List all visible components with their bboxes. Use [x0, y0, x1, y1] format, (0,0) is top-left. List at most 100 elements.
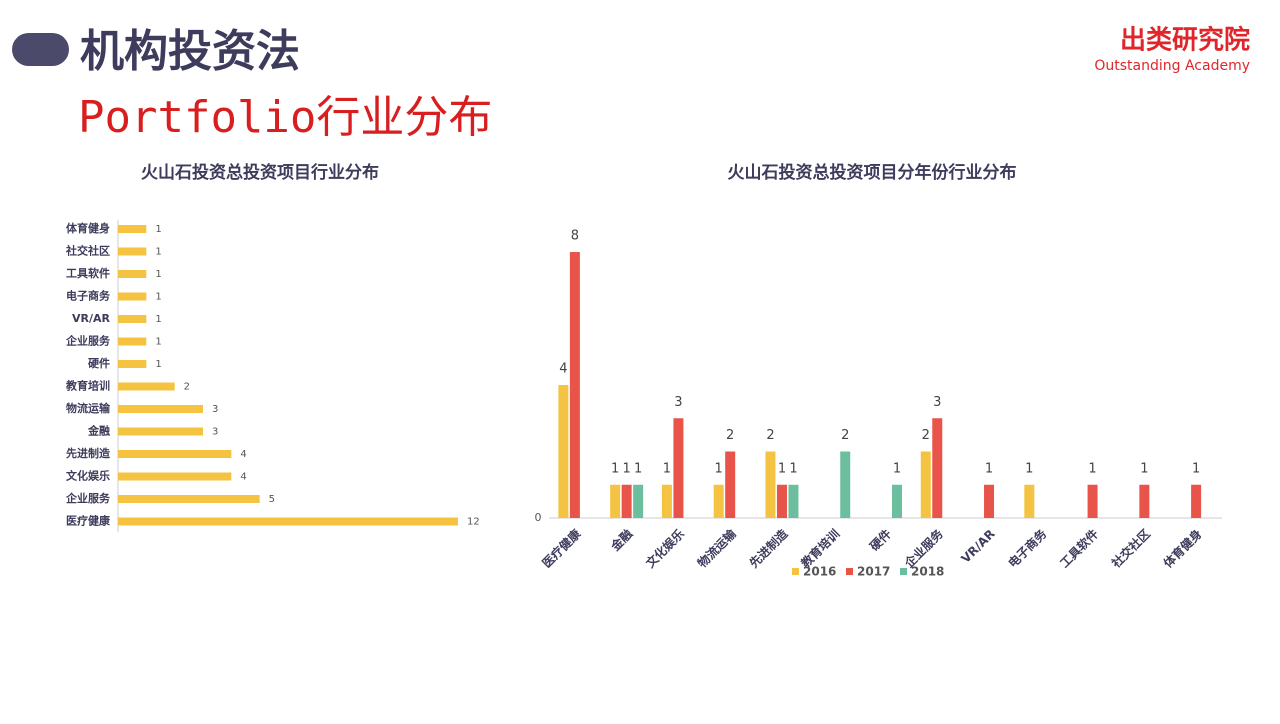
logo-en: Outstanding Academy [1094, 58, 1250, 74]
data-label: 2 [841, 428, 849, 443]
bar [118, 427, 203, 436]
bar [558, 385, 569, 518]
bar [621, 484, 632, 518]
y-tick-label: 文化娱乐 [66, 469, 110, 483]
x-tick-label: 文化娱乐 [642, 526, 687, 571]
data-label: 4 [240, 472, 246, 483]
bar [932, 418, 943, 518]
data-label: 1 [155, 359, 161, 370]
data-label: 1 [1140, 461, 1148, 476]
bar [1139, 484, 1150, 518]
bar [892, 484, 902, 518]
bar [610, 484, 621, 518]
bar [118, 247, 147, 256]
data-label: 1 [1025, 461, 1033, 476]
data-label: 4 [559, 362, 567, 377]
data-label: 1 [985, 461, 993, 476]
y-tick-label: 先进制造 [66, 446, 111, 460]
y-tick-label: 企业服务 [65, 491, 111, 505]
data-label: 1 [789, 461, 797, 476]
bar [118, 337, 147, 346]
data-label: 1 [663, 461, 671, 476]
bar [118, 450, 232, 458]
legend-label: 2018 [911, 565, 944, 579]
data-label: 1 [778, 461, 786, 476]
data-label: 1 [893, 461, 901, 476]
data-label: 1 [634, 461, 642, 476]
y-tick-label: 企业服务 [65, 334, 111, 348]
x-tick-label: 工具软件 [1057, 526, 1102, 571]
bar [661, 484, 672, 518]
x-tick-label: 医疗健康 [539, 525, 584, 570]
data-label: 1 [155, 224, 161, 235]
y-tick-label: 硬件 [88, 356, 110, 370]
x-tick-label: 硬件 [867, 526, 895, 554]
bar [1024, 484, 1035, 518]
data-label: 1 [1192, 461, 1200, 476]
bar [725, 451, 736, 518]
x-tick-label: 体育健身 [1160, 526, 1205, 571]
data-label: 1 [1088, 461, 1096, 476]
y-tick-label: 社交社区 [65, 244, 110, 258]
bar [788, 484, 799, 518]
data-label: 4 [240, 449, 246, 460]
bar [118, 292, 147, 301]
chart-title: 火山石投资总投资项目行业分布 [141, 162, 379, 183]
y-tick-label: 电子商务 [66, 289, 111, 303]
bar [840, 451, 851, 518]
bar [118, 315, 147, 323]
y-tick-label: 医疗健康 [66, 514, 111, 528]
x-tick-label: 物流运输 [694, 525, 739, 570]
x-tick-label: 社交社区 [1108, 526, 1153, 571]
bar [118, 382, 175, 391]
data-label: 1 [623, 461, 631, 476]
data-label: 1 [155, 314, 161, 325]
bar [118, 225, 147, 233]
data-label: 1 [155, 292, 161, 303]
data-label: 2 [766, 428, 774, 443]
x-tick-label: 金融 [607, 526, 635, 554]
y-tick-label: 0 [535, 511, 542, 524]
bar [569, 252, 580, 518]
data-label: 2 [184, 382, 190, 393]
y-tick-label: 物流运输 [66, 401, 111, 415]
bar [1191, 484, 1202, 518]
data-label: 3 [933, 395, 941, 410]
bar [1087, 484, 1098, 518]
bar [118, 472, 232, 481]
bar [765, 451, 776, 518]
data-label: 1 [715, 461, 723, 476]
y-tick-label: VR/AR [72, 312, 111, 325]
legend-label: 2016 [803, 565, 836, 579]
bar [984, 484, 995, 518]
y-tick-label: 金融 [87, 424, 110, 438]
y-tick-label: 教育培训 [65, 379, 110, 393]
legend-swatch [792, 568, 799, 575]
bar [118, 495, 260, 503]
data-label: 3 [674, 395, 682, 410]
bar [633, 484, 644, 518]
y-tick-label: 体育健身 [66, 221, 110, 235]
bar [673, 418, 684, 518]
data-label: 3 [212, 427, 218, 438]
data-label: 1 [155, 247, 161, 258]
x-tick-label: VR/AR [958, 527, 997, 566]
legend-label: 2017 [857, 565, 890, 579]
bar [776, 484, 787, 518]
chart-title: 火山石投资总投资项目分年份行业分布 [728, 162, 1017, 183]
data-label: 12 [467, 517, 480, 528]
title-pill [12, 33, 69, 66]
bar [118, 270, 147, 278]
bar [118, 360, 147, 368]
data-label: 2 [726, 428, 734, 443]
legend-swatch [846, 568, 853, 575]
data-label: 1 [611, 461, 619, 476]
x-tick-label: 电子商务 [1005, 525, 1050, 570]
y-tick-label: 工具软件 [66, 266, 110, 280]
bar [920, 451, 931, 518]
bar [118, 405, 203, 413]
data-label: 8 [571, 229, 579, 244]
data-label: 2 [922, 428, 930, 443]
bar [713, 484, 724, 518]
